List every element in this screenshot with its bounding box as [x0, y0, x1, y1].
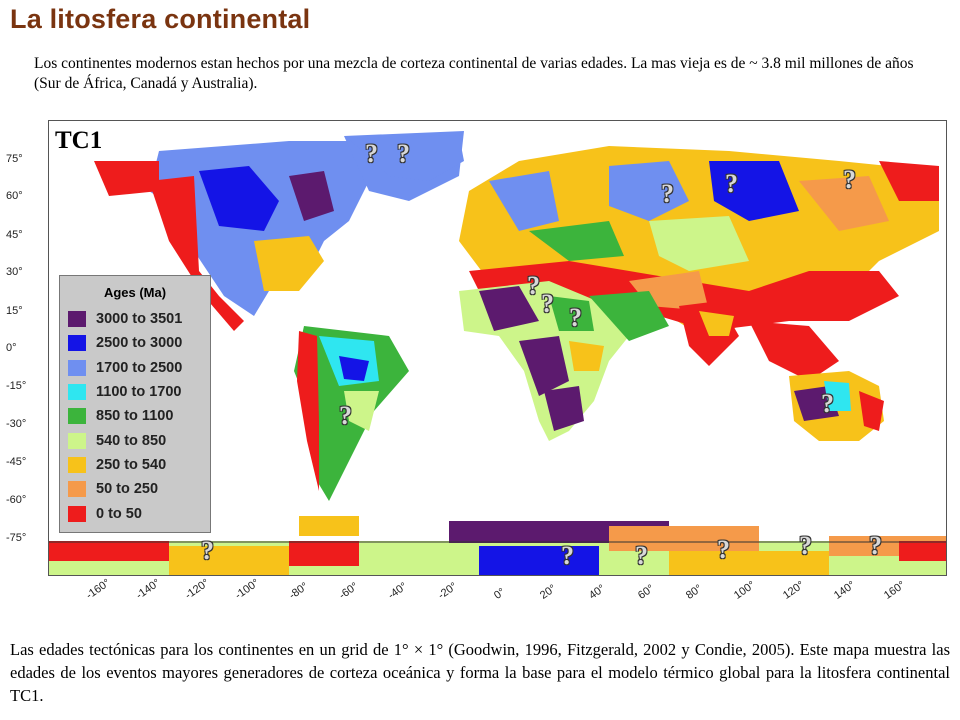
lat-label: 45°: [6, 229, 23, 241]
unknown-marker: ?: [541, 289, 554, 318]
caption-text: Las edades tectónicas para los continent…: [10, 640, 950, 705]
lon-label: -80°: [287, 580, 311, 602]
legend-label: 250 to 540: [96, 456, 167, 473]
lon-label: 160°: [882, 578, 908, 602]
legend-item: 0 to 50: [60, 501, 210, 525]
legend-swatch: [68, 311, 86, 328]
lon-label: -120°: [183, 576, 212, 602]
world-age-map: TC1 Ages (Ma) 3000 to 3501 2500 to 3000 17…: [48, 120, 947, 576]
legend-swatch: [68, 359, 86, 376]
antarctica: [49, 516, 946, 575]
eurasia: [459, 146, 939, 341]
lon-label: 120°: [781, 578, 807, 602]
unknown-marker: ?: [569, 303, 582, 332]
panel-tag: TC1: [55, 127, 103, 154]
unknown-marker: ?: [527, 271, 540, 300]
legend-item: 1700 to 2500: [60, 356, 210, 380]
legend-label: 1100 to 1700: [96, 384, 182, 401]
lat-label: 0°: [6, 342, 17, 354]
lon-label: -20°: [436, 580, 460, 602]
page-title: La litosfera continental: [10, 4, 311, 34]
legend-swatch: [68, 408, 86, 425]
unknown-marker: ?: [725, 169, 738, 198]
lon-label: -60°: [337, 580, 361, 602]
lon-label: -160°: [84, 576, 113, 602]
legend-swatch: [68, 384, 86, 401]
legend-label: 3000 to 3501: [96, 311, 183, 328]
south-america: [294, 326, 409, 501]
lon-label: 140°: [832, 578, 858, 602]
legend-label: 2500 to 3000: [96, 335, 183, 352]
africa: [459, 281, 629, 441]
legend-swatch: [68, 456, 86, 473]
legend-item: 250 to 540: [60, 453, 210, 477]
unknown-marker: ?: [869, 531, 882, 560]
lat-label: 15°: [6, 305, 23, 317]
legend-item: 540 to 850: [60, 428, 210, 452]
lat-label: -45°: [6, 456, 27, 468]
unknown-marker: ?: [661, 179, 674, 208]
lon-label: 80°: [684, 582, 705, 602]
lat-label: 60°: [6, 190, 23, 202]
lon-label: -140°: [134, 576, 163, 602]
lat-label: -30°: [6, 418, 27, 430]
age-legend: Ages (Ma) 3000 to 3501 2500 to 3000 1700 t…: [59, 275, 211, 533]
australia: [789, 371, 884, 441]
legend-item: 3000 to 3501: [60, 307, 210, 331]
lon-label: 0°: [492, 585, 508, 602]
lon-label: 40°: [587, 582, 608, 602]
unknown-marker: ?: [365, 139, 378, 168]
unknown-marker: ?: [843, 165, 856, 194]
unknown-marker: ?: [717, 535, 730, 564]
lat-label: 30°: [6, 266, 23, 278]
unknown-marker: ?: [799, 531, 812, 560]
legend-label: 50 to 250: [96, 481, 159, 498]
lon-label: 20°: [538, 582, 559, 602]
lat-label: 75°: [6, 153, 23, 165]
north-america: [94, 131, 464, 331]
lon-label: 60°: [636, 582, 657, 602]
legend-swatch: [68, 432, 86, 449]
legend-swatch: [68, 505, 86, 522]
lon-label: 100°: [732, 578, 758, 602]
legend-label: 1700 to 2500: [96, 359, 183, 376]
legend-item: 2500 to 3000: [60, 331, 210, 355]
unknown-marker: ?: [635, 541, 648, 570]
legend-label: 540 to 850: [96, 432, 167, 449]
intro-text: Los continentes modernos estan hechos po…: [34, 55, 914, 92]
legend-label: 850 to 1100: [96, 408, 174, 425]
lon-label: -100°: [233, 576, 262, 602]
legend-swatch: [68, 335, 86, 352]
greenland: [349, 135, 464, 181]
legend-item: 850 to 1100: [60, 404, 210, 428]
unknown-marker: ?: [339, 401, 352, 430]
legend-title: Ages (Ma): [103, 285, 167, 300]
lat-label: -15°: [6, 380, 27, 392]
lat-label: -60°: [6, 494, 27, 506]
unknown-marker: ?: [201, 536, 214, 565]
legend-rows: 3000 to 3501 2500 to 3000 1700 to 2500 1100…: [60, 307, 210, 526]
lon-label: -40°: [386, 580, 410, 602]
south-asia: [589, 291, 839, 381]
unknown-marker: ?: [397, 139, 410, 168]
unknown-marker: ?: [561, 541, 574, 570]
lat-label: -75°: [6, 532, 27, 544]
legend-swatch: [68, 481, 86, 498]
legend-item: 50 to 250: [60, 477, 210, 501]
continents-layer: [49, 131, 946, 575]
legend-item: 1100 to 1700: [60, 380, 210, 404]
unknown-marker: ?: [821, 389, 834, 418]
legend-label: 0 to 50: [96, 505, 142, 522]
